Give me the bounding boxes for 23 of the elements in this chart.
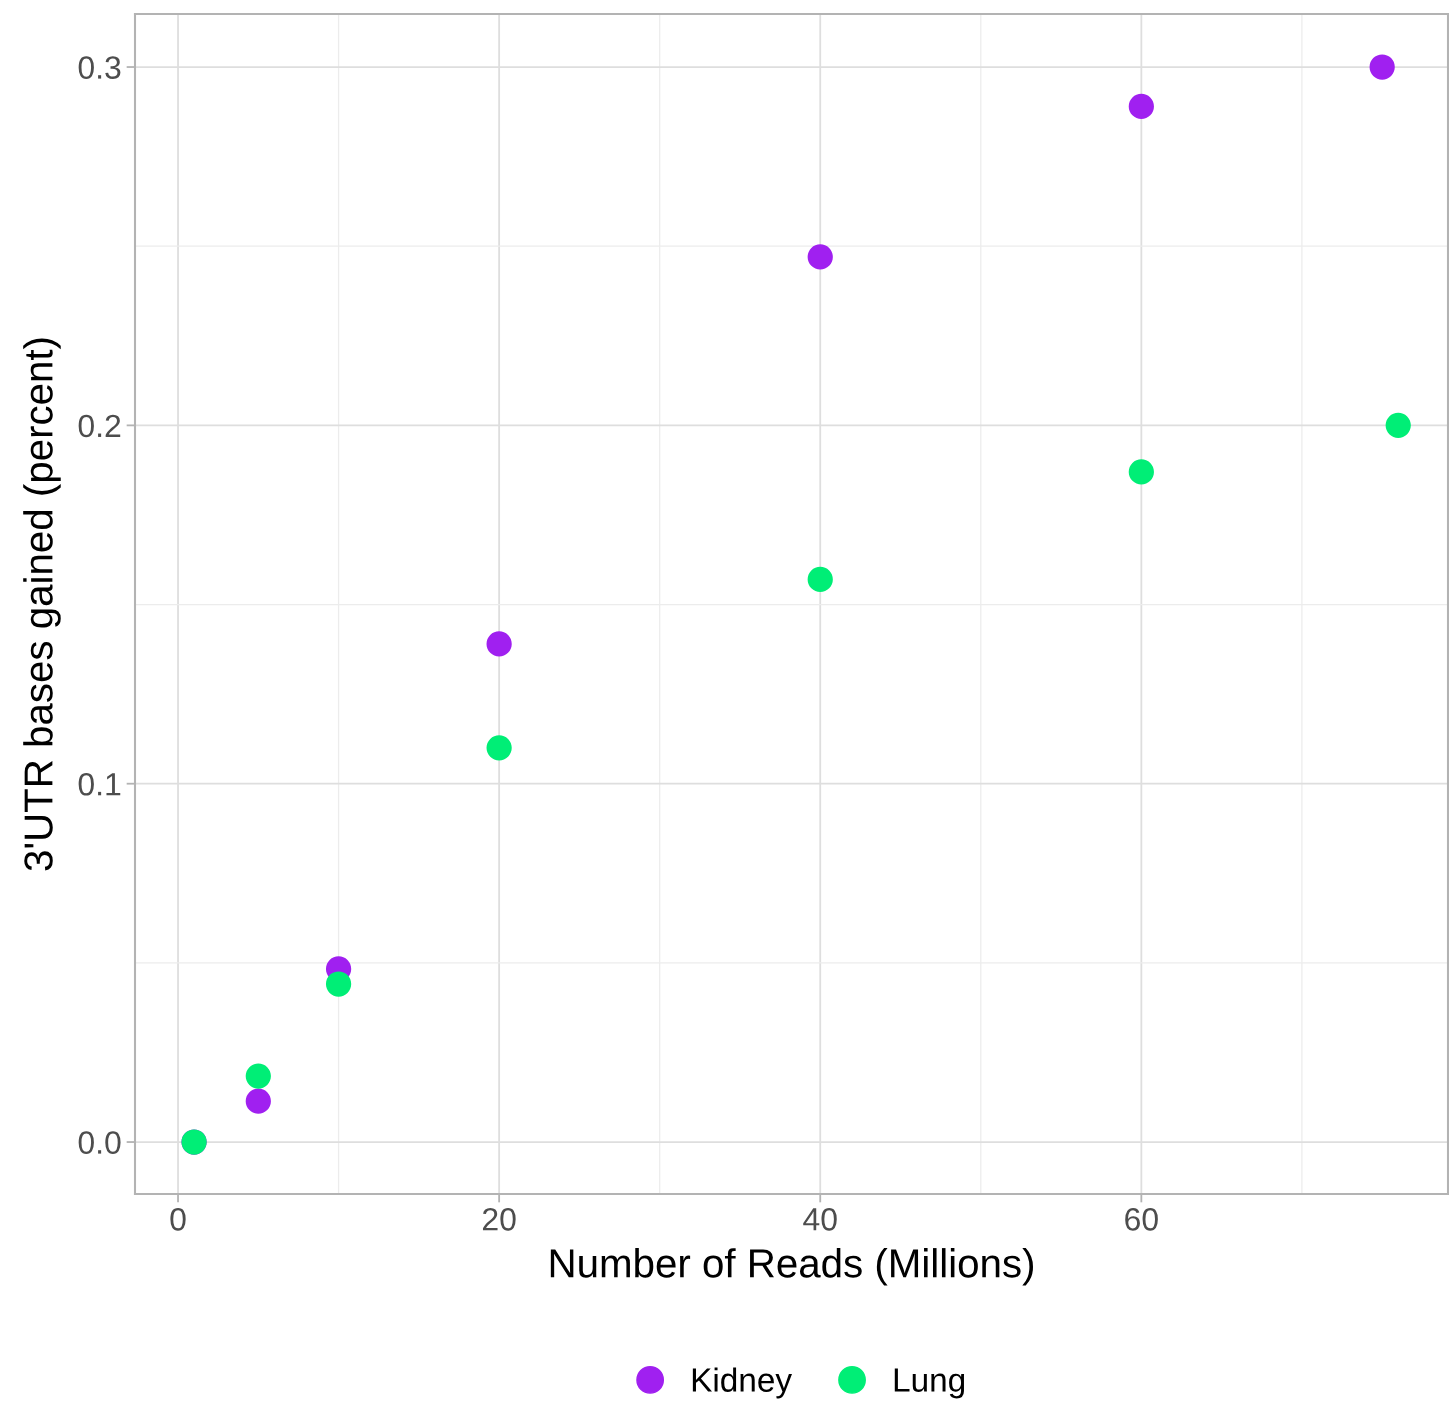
- y-tick-label: 0.3: [78, 56, 121, 79]
- point: [1385, 412, 1411, 438]
- y-tick-label: 0.1: [78, 772, 121, 796]
- y-axis-title: 3'UTR bases gained (percent): [23, 338, 61, 871]
- point: [245, 1063, 271, 1089]
- point: [1128, 459, 1154, 485]
- x-axis-title: Number of Reads (Millions): [550, 1248, 1033, 1286]
- legend-label: Kidney: [692, 1367, 792, 1399]
- point: [245, 1088, 271, 1114]
- point: [1128, 93, 1154, 120]
- x-tick-label: 20: [482, 1208, 516, 1231]
- legend-label: Lung: [894, 1368, 965, 1399]
- y-tick-label: 0.2: [78, 414, 121, 438]
- x-tick-label: 0: [170, 1208, 186, 1231]
- x-tick-label: 60: [1125, 1208, 1158, 1231]
- y-tick-label: 0.0: [78, 1131, 121, 1154]
- point: [807, 566, 833, 593]
- point: [486, 631, 512, 657]
- point: [325, 971, 352, 997]
- point: [486, 735, 512, 761]
- point: [807, 244, 833, 270]
- point: [1369, 54, 1395, 80]
- x-tick-label: 40: [803, 1208, 837, 1231]
